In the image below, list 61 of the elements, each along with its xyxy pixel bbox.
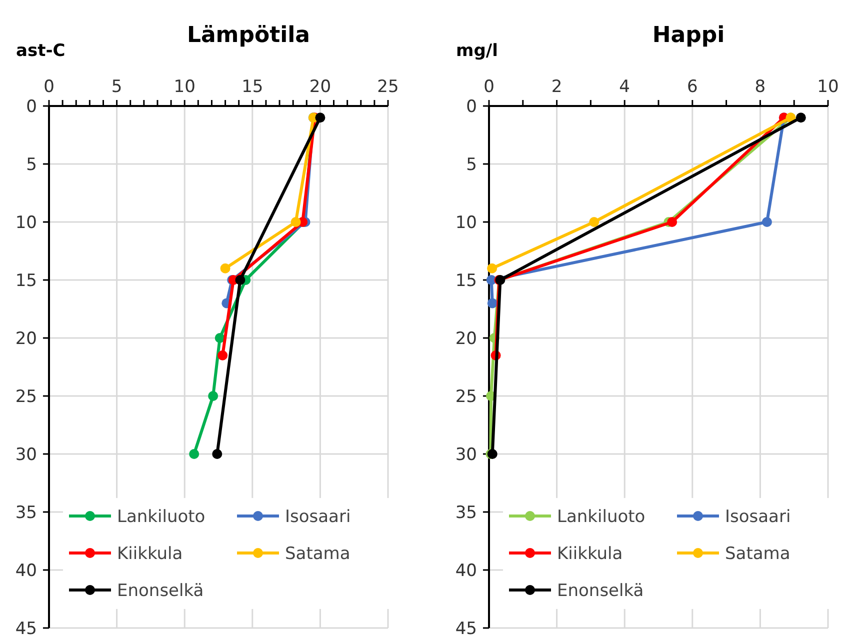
point [212,449,222,459]
y-tick-label: 30 [15,445,37,465]
point [487,263,498,274]
legend-label: Enonselkä [117,581,204,601]
y-tick-label: 0 [26,97,37,117]
y-tick-label: 35 [455,503,477,523]
point [315,112,326,123]
y-tick-label: 40 [455,561,477,581]
x-tick-label: 4 [619,77,630,97]
y-tick-label: 25 [15,387,37,407]
y-tick-label: 45 [455,619,477,639]
x-tick-label: 5 [111,77,122,97]
legend-label: Enonselkä [557,581,644,601]
y-tick-label: 40 [15,561,37,581]
point [220,263,230,274]
legend-label: Isosaari [285,507,351,527]
point [589,217,600,227]
legend-label: Satama [285,544,350,564]
legend-label: Lankiluoto [117,507,206,527]
point [214,333,225,343]
legend-label: Isosaari [725,507,791,527]
point [796,112,806,123]
x-tick-label: 25 [377,77,399,97]
y-tick-label: 10 [15,213,37,233]
y-tick-label: 45 [15,619,37,639]
x-tick-label: 10 [174,77,196,97]
y-tick-label: 0 [466,97,477,117]
x-tick-label: 8 [754,77,766,97]
x-tick-label: 10 [817,77,839,97]
point [667,217,678,227]
y-tick-label: 15 [15,271,37,291]
y-tick-label: 20 [15,329,37,349]
point [189,449,200,459]
legend-label: Kiikkula [117,544,183,564]
x-axis-title: ast-C [16,41,66,61]
chart-title: Lämpötila [186,23,310,48]
x-tick-label: 20 [309,77,332,97]
point [487,298,498,308]
y-tick-label: 10 [455,213,477,233]
chart-title: Happi [652,23,725,48]
point [762,217,772,227]
y-tick-label: 20 [455,329,477,349]
legend-label: Satama [725,544,790,564]
legend-label: Lankiluoto [557,507,646,527]
point [208,391,218,401]
y-tick-label: 30 [455,445,477,465]
legend-label: Kiikkula [557,544,623,564]
x-tick-label: 0 [44,77,54,97]
y-tick-label: 5 [466,155,477,175]
point [235,275,246,285]
x-tick-label: 6 [686,77,698,97]
y-tick-label: 5 [26,155,37,175]
point [290,217,301,227]
x-axis-title: mg/l [456,41,498,61]
y-tick-label: 25 [455,387,477,407]
point [218,350,228,360]
y-tick-label: 15 [455,271,477,291]
x-tick-label: 2 [551,77,562,97]
x-tick-label: 15 [242,77,264,97]
y-tick-label: 35 [15,503,37,523]
x-tick-label: 0 [484,77,494,97]
